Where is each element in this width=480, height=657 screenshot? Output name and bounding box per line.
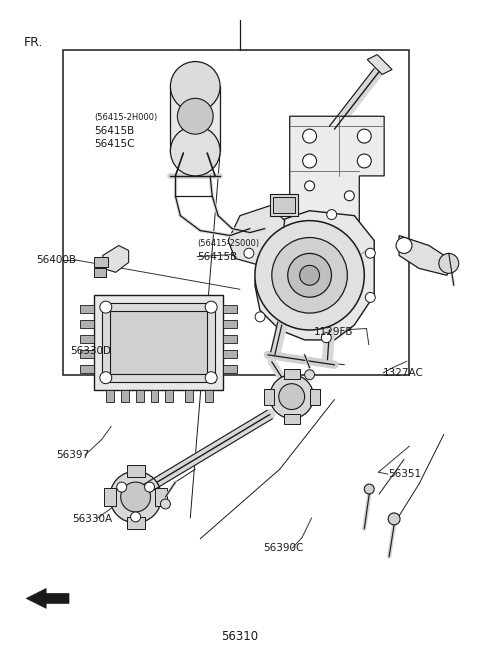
Bar — [80, 305, 94, 313]
Polygon shape — [310, 389, 320, 405]
Text: 1327AC: 1327AC — [383, 368, 424, 378]
Circle shape — [160, 499, 170, 509]
Circle shape — [244, 248, 254, 258]
Circle shape — [178, 99, 213, 134]
Text: 56397: 56397 — [56, 450, 89, 460]
Circle shape — [365, 248, 375, 258]
Circle shape — [388, 513, 400, 525]
Circle shape — [302, 154, 316, 168]
Circle shape — [365, 292, 375, 302]
Text: 56415B: 56415B — [95, 125, 135, 135]
Circle shape — [100, 372, 112, 384]
Bar — [166, 390, 173, 401]
Bar — [205, 390, 213, 401]
Bar — [94, 258, 108, 267]
Bar — [170, 87, 220, 151]
Bar — [80, 350, 94, 358]
Circle shape — [270, 374, 313, 419]
Circle shape — [396, 238, 412, 254]
Bar — [80, 365, 94, 373]
Bar — [106, 390, 114, 401]
Text: 56400B: 56400B — [36, 255, 76, 265]
Text: 56310: 56310 — [221, 630, 259, 643]
Bar — [223, 350, 237, 358]
Bar — [185, 390, 193, 401]
Circle shape — [357, 129, 371, 143]
Circle shape — [205, 301, 217, 313]
Bar — [63, 50, 409, 374]
Circle shape — [205, 372, 217, 384]
Bar — [270, 194, 298, 215]
Circle shape — [344, 191, 354, 201]
Circle shape — [110, 471, 161, 523]
Polygon shape — [104, 488, 116, 506]
Circle shape — [357, 154, 371, 168]
Polygon shape — [228, 206, 285, 265]
Polygon shape — [284, 415, 300, 424]
Polygon shape — [26, 589, 69, 608]
Circle shape — [131, 512, 141, 522]
Bar — [223, 305, 237, 313]
Bar — [273, 196, 295, 213]
Circle shape — [439, 254, 459, 273]
Circle shape — [272, 238, 348, 313]
Circle shape — [300, 265, 320, 285]
Circle shape — [255, 221, 364, 330]
Bar — [151, 390, 158, 401]
Bar — [102, 303, 215, 382]
Polygon shape — [127, 465, 144, 477]
Polygon shape — [255, 211, 374, 340]
Text: FR.: FR. — [24, 36, 43, 49]
Bar — [223, 365, 237, 373]
Circle shape — [305, 181, 314, 191]
Text: 56330D: 56330D — [71, 346, 111, 355]
Bar — [223, 320, 237, 328]
Bar — [120, 390, 129, 401]
Circle shape — [288, 254, 332, 297]
Text: 56415B: 56415B — [197, 252, 237, 261]
Circle shape — [305, 370, 314, 380]
Text: 56351: 56351 — [388, 469, 421, 479]
Circle shape — [120, 482, 151, 512]
Circle shape — [170, 62, 220, 111]
Circle shape — [327, 210, 336, 219]
Circle shape — [144, 482, 155, 492]
Circle shape — [279, 384, 305, 409]
Bar — [136, 390, 144, 401]
Polygon shape — [284, 369, 300, 378]
Polygon shape — [264, 389, 274, 405]
Text: 56390C: 56390C — [263, 543, 303, 553]
Circle shape — [302, 129, 316, 143]
Polygon shape — [127, 517, 144, 529]
Text: (56415-2H000): (56415-2H000) — [95, 113, 158, 122]
Text: 1129FB: 1129FB — [314, 327, 353, 337]
Circle shape — [364, 484, 374, 494]
Polygon shape — [367, 55, 392, 74]
Circle shape — [170, 126, 220, 176]
Polygon shape — [156, 488, 168, 506]
Text: 56415C: 56415C — [95, 139, 135, 148]
Circle shape — [100, 301, 112, 313]
Text: 56330A: 56330A — [72, 514, 112, 524]
Bar — [110, 311, 207, 374]
Bar — [223, 335, 237, 343]
Bar — [80, 335, 94, 343]
Bar — [94, 268, 106, 277]
Text: (56415-2S000): (56415-2S000) — [197, 239, 259, 248]
Circle shape — [321, 332, 331, 343]
Circle shape — [117, 482, 127, 492]
Circle shape — [255, 312, 265, 322]
Polygon shape — [290, 116, 384, 246]
Polygon shape — [103, 246, 129, 273]
Bar — [94, 295, 223, 390]
Polygon shape — [399, 236, 451, 275]
Bar — [80, 320, 94, 328]
